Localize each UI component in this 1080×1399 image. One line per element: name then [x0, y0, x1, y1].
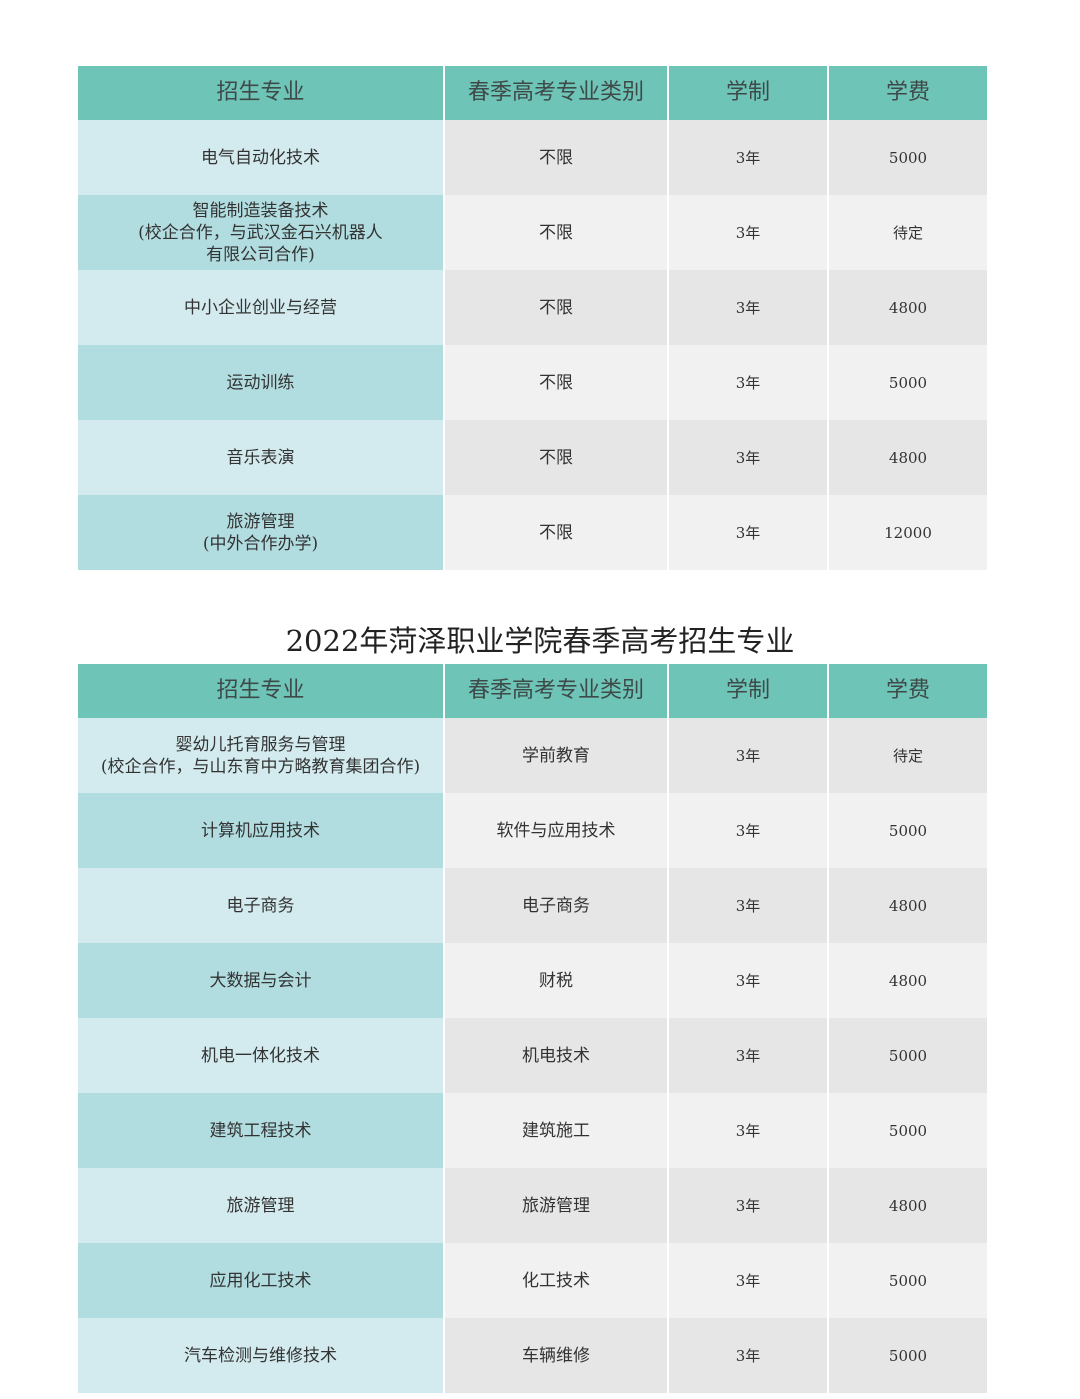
cell-tuition: 5000 [829, 345, 987, 420]
table-row: 旅游管理 旅游管理 3年 4800 [78, 1168, 987, 1243]
cell-duration: 3年 [669, 120, 827, 195]
header-duration: 学制 [669, 66, 827, 120]
cell-duration: 3年 [669, 1018, 827, 1093]
cell-major: 大数据与会计 [78, 943, 443, 1018]
cell-category: 不限 [445, 495, 667, 570]
cell-category: 不限 [445, 420, 667, 495]
cell-category: 不限 [445, 270, 667, 345]
cell-category: 软件与应用技术 [445, 793, 667, 868]
cell-major: 计算机应用技术 [78, 793, 443, 868]
table-row: 电子商务 电子商务 3年 4800 [78, 868, 987, 943]
cell-category: 化工技术 [445, 1243, 667, 1318]
cell-category: 不限 [445, 120, 667, 195]
table-row: 婴幼儿托育服务与管理 (校企合作，与山东育中方略教育集团合作) 学前教育 3年 待定 [78, 718, 987, 793]
cell-major: 汽车检测与维修技术 [78, 1318, 443, 1393]
cell-tuition: 4800 [829, 1168, 987, 1243]
cell-tuition: 5000 [829, 1318, 987, 1393]
table-row: 汽车检测与维修技术 车辆维修 3年 5000 [78, 1318, 987, 1393]
cell-category: 车辆维修 [445, 1318, 667, 1393]
table-row: 大数据与会计 财税 3年 4800 [78, 943, 987, 1018]
cell-major: 智能制造装备技术 (校企合作，与武汉金石兴机器人 有限公司合作) [78, 195, 443, 270]
cell-major: 运动训练 [78, 345, 443, 420]
table-row: 旅游管理 (中外合作办学) 不限 3年 12000 [78, 495, 987, 570]
header-category: 春季高考专业类别 [445, 66, 667, 120]
cell-category: 不限 [445, 195, 667, 270]
cell-tuition: 待定 [829, 718, 987, 793]
cell-duration: 3年 [669, 868, 827, 943]
cell-category: 旅游管理 [445, 1168, 667, 1243]
cell-duration: 3年 [669, 943, 827, 1018]
cell-category: 建筑施工 [445, 1093, 667, 1168]
header-tuition: 学费 [829, 66, 987, 120]
cell-duration: 3年 [669, 495, 827, 570]
cell-duration: 3年 [669, 1243, 827, 1318]
table-2-title: 2022年菏泽职业学院春季高考招生专业 [285, 624, 795, 658]
cell-category: 机电技术 [445, 1018, 667, 1093]
cell-major: 婴幼儿托育服务与管理 (校企合作，与山东育中方略教育集团合作) [78, 718, 443, 793]
enrollment-table-1: 招生专业 春季高考专业类别 学制 学费 电气自动化技术 不限 3年 5000 智能制造装备技术 … [78, 66, 987, 570]
cell-major: 旅游管理 [78, 1168, 443, 1243]
table-row: 应用化工技术 化工技术 3年 5000 [78, 1243, 987, 1318]
table-row: 电气自动化技术 不限 3年 5000 [78, 120, 987, 195]
cell-tuition: 4800 [829, 270, 987, 345]
cell-category: 学前教育 [445, 718, 667, 793]
cell-duration: 3年 [669, 1318, 827, 1393]
cell-category: 财税 [445, 943, 667, 1018]
cell-duration: 3年 [669, 1093, 827, 1168]
cell-major: 电气自动化技术 [78, 120, 443, 195]
cell-major: 旅游管理 (中外合作办学) [78, 495, 443, 570]
cell-tuition: 5000 [829, 1093, 987, 1168]
cell-tuition: 4800 [829, 420, 987, 495]
cell-duration: 3年 [669, 195, 827, 270]
header-category: 春季高考专业类别 [445, 664, 667, 718]
cell-tuition: 待定 [829, 195, 987, 270]
cell-tuition: 5000 [829, 120, 987, 195]
cell-tuition: 5000 [829, 793, 987, 868]
cell-category: 不限 [445, 345, 667, 420]
cell-duration: 3年 [669, 718, 827, 793]
enrollment-table-2: 招生专业 春季高考专业类别 学制 学费 婴幼儿托育服务与管理 (校企合作，与山东育中方略… [78, 664, 987, 1393]
cell-major: 建筑工程技术 [78, 1093, 443, 1168]
cell-duration: 3年 [669, 270, 827, 345]
header-major: 招生专业 [78, 66, 443, 120]
cell-tuition: 4800 [829, 868, 987, 943]
table-row: 中小企业创业与经营 不限 3年 4800 [78, 270, 987, 345]
table-row: 建筑工程技术 建筑施工 3年 5000 [78, 1093, 987, 1168]
header-row: 招生专业 春季高考专业类别 学制 学费 [78, 66, 987, 120]
cell-tuition: 5000 [829, 1243, 987, 1318]
cell-tuition: 5000 [829, 1018, 987, 1093]
cell-duration: 3年 [669, 793, 827, 868]
cell-major: 电子商务 [78, 868, 443, 943]
cell-category: 电子商务 [445, 868, 667, 943]
cell-major: 音乐表演 [78, 420, 443, 495]
table-row: 运动训练 不限 3年 5000 [78, 345, 987, 420]
cell-major: 中小企业创业与经营 [78, 270, 443, 345]
cell-tuition: 12000 [829, 495, 987, 570]
header-row: 招生专业 春季高考专业类别 学制 学费 [78, 664, 987, 718]
cell-major: 应用化工技术 [78, 1243, 443, 1318]
header-major: 招生专业 [78, 664, 443, 718]
table-row: 智能制造装备技术 (校企合作，与武汉金石兴机器人 有限公司合作) 不限 3年 待定 [78, 195, 987, 270]
table-row: 音乐表演 不限 3年 4800 [78, 420, 987, 495]
table-row: 计算机应用技术 软件与应用技术 3年 5000 [78, 793, 987, 868]
cell-duration: 3年 [669, 420, 827, 495]
cell-duration: 3年 [669, 1168, 827, 1243]
cell-tuition: 4800 [829, 943, 987, 1018]
header-tuition: 学费 [829, 664, 987, 718]
cell-duration: 3年 [669, 345, 827, 420]
header-duration: 学制 [669, 664, 827, 718]
cell-major: 机电一体化技术 [78, 1018, 443, 1093]
table-row: 机电一体化技术 机电技术 3年 5000 [78, 1018, 987, 1093]
